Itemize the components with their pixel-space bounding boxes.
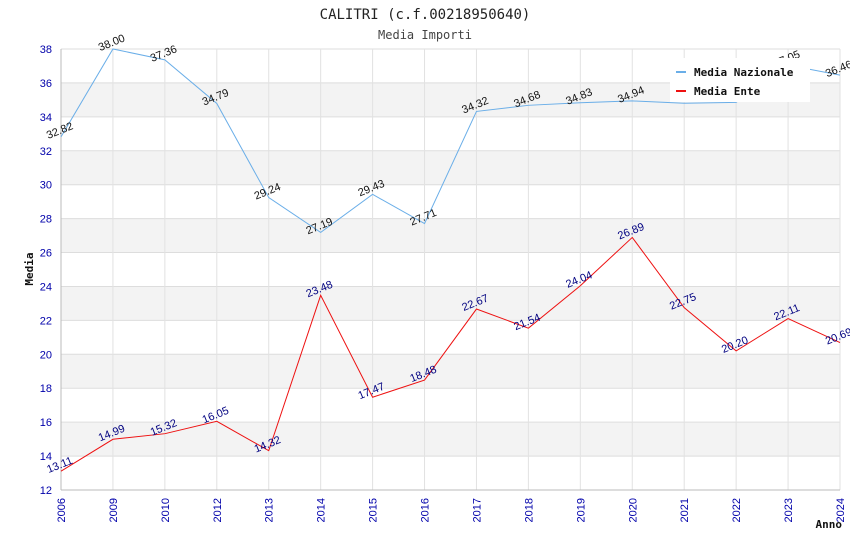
- data-label-media-ente: 20.20: [720, 334, 750, 355]
- x-tick-label: 2023: [783, 498, 795, 522]
- y-tick-label: 22: [40, 315, 52, 327]
- chart-title: CALITRI (c.f.00218950640): [320, 7, 531, 23]
- y-tick-label: 18: [40, 383, 52, 395]
- data-label-media-nazionale: 37.36: [149, 43, 179, 64]
- y-axis-label: Media: [23, 252, 36, 285]
- x-tick-label: 2017: [471, 498, 483, 522]
- x-tick-label: 2020: [627, 498, 639, 522]
- gridlines: [60, 48, 841, 491]
- y-axis: 12 14 16 18 20 22 24 26 28 30 32 34 36 38: [40, 44, 52, 497]
- plot-background: [61, 82, 840, 457]
- x-tick-label: 2016: [420, 498, 432, 522]
- y-tick-label: 24: [40, 281, 52, 293]
- y-tick-label: 14: [40, 451, 52, 463]
- legend-label-media-ente: Media Ente: [694, 85, 761, 98]
- y-tick-label: 20: [40, 349, 52, 361]
- x-tick-label: 2022: [731, 498, 743, 522]
- x-tick-label: 2014: [316, 498, 328, 522]
- series-lines: [60, 48, 841, 472]
- legend-box: [670, 58, 810, 102]
- x-axis-label: Anno: [816, 518, 843, 531]
- y-tick-label: 32: [40, 146, 52, 158]
- y-tick-label: 26: [40, 248, 52, 260]
- legend: Media Nazionale Media Ente: [670, 58, 810, 102]
- x-tick-label: 2021: [679, 498, 691, 522]
- y-tick-label: 12: [40, 485, 52, 497]
- x-tick-label: 2018: [523, 498, 535, 522]
- plot-band: [61, 218, 840, 253]
- series-line-media-nazionale: [60, 48, 841, 233]
- data-label-media-nazionale: 36.46: [824, 59, 850, 80]
- x-tick-label: 2019: [575, 498, 587, 522]
- x-tick-label: 2006: [56, 498, 68, 522]
- y-tick-label: 16: [40, 417, 52, 429]
- y-tick-label: 30: [40, 180, 52, 192]
- y-tick-label: 36: [40, 78, 52, 90]
- legend-label-media-nazionale: Media Nazionale: [694, 66, 794, 79]
- x-tick-label: 2015: [368, 498, 380, 522]
- x-tick-label: 2009: [108, 498, 120, 522]
- plot-band: [61, 286, 840, 321]
- chart-subtitle: Media Importi: [378, 28, 472, 42]
- y-tick-label: 28: [40, 214, 52, 226]
- x-axis: 2006 2009 2010 2012 2013 2014 2015 2016 2017 2018…: [56, 498, 847, 522]
- x-tick-label: 2024: [835, 498, 847, 522]
- data-label-media-ente: 20.69: [824, 326, 850, 347]
- x-tick-label: 2010: [160, 498, 172, 522]
- x-tick-label: 2013: [264, 498, 276, 522]
- x-tick-label: 2012: [212, 498, 224, 522]
- y-tick-label: 38: [40, 44, 52, 56]
- y-tick-label: 34: [40, 112, 52, 124]
- plot-band: [61, 354, 840, 389]
- series-line-media-ente: [60, 236, 841, 472]
